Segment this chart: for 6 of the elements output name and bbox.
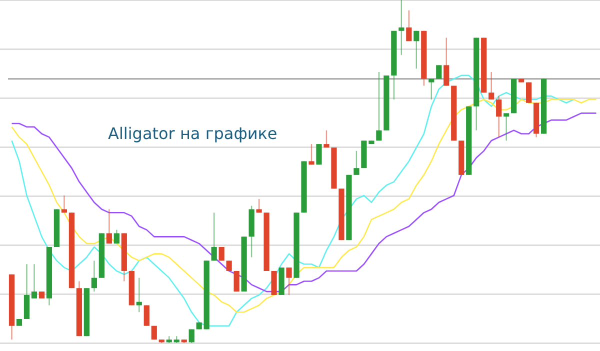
candlestick [226,260,232,272]
candlestick [526,82,532,104]
candlestick [436,64,442,80]
candlestick [316,143,322,166]
candlestick [144,304,150,326]
annotation: Alligator на графике [108,124,278,144]
